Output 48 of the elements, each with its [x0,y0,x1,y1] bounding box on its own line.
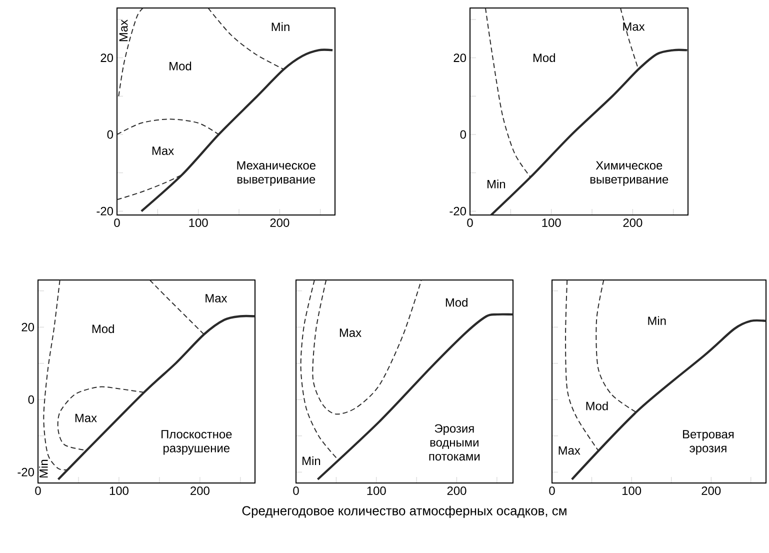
x-tick-label: 100 [367,486,386,495]
x-tick-label: 200 [702,486,721,495]
y-tick-label: 0 [28,395,34,404]
x-tick-label: 0 [114,218,120,227]
x-tick-label: 200 [447,486,466,495]
y-tick-label: 0 [107,130,114,139]
annotation: Min [648,316,666,325]
x-tick-label: 200 [190,486,210,495]
annotation: Min [272,22,290,31]
annotation: Max [558,446,580,455]
annotation: Химическое выветривание [590,161,668,186]
annotation: Mod [170,62,192,70]
annotation: Min [488,180,506,188]
annotation: Плоскостное разрушение [162,430,232,455]
x-tick-label: 100 [542,218,561,227]
x-tick-label: 200 [623,218,642,227]
annotation: Mod [92,324,114,334]
x-tick-label: 100 [622,486,642,495]
annotation: Max [119,20,128,42]
x-tick-label: 100 [189,218,208,227]
annotation: Max [75,414,97,422]
annotation: Max [340,328,362,337]
x-tick-label: 0 [35,486,41,495]
x-tick-label: 0 [549,486,555,495]
x-tick-label: 200 [270,218,290,227]
y-tick-label: -20 [450,206,466,216]
x-tick-label: 0 [293,486,299,495]
annotation: Mod [446,298,468,307]
annotation: Механическое выветривание [237,161,316,186]
annotation: Max [623,22,645,31]
annotation: Max [152,146,174,155]
annotation: Min [302,456,320,465]
x-tick-label: 0 [467,218,473,227]
line-series [118,8,144,97]
x-axis-title: Среднегодовое количество атмосферных осадков, см [242,506,566,518]
y-tick-label: 20 [100,54,114,62]
x-tick-label: 100 [110,486,128,495]
annotation: Mod [533,53,555,62]
y-tick-label: 0 [460,130,466,139]
y-tick-label: -20 [18,468,34,476]
annotation: Min [39,460,48,478]
y-tick-label: 20 [454,54,466,62]
y-tick-label: 20 [22,322,34,332]
annotation: Mod [586,401,608,410]
annotation: Ветровая эрозия [683,430,734,455]
annotation: Max [206,294,228,302]
annotation: Эрозия водными потоками [429,424,480,461]
y-tick-label: -20 [96,206,114,216]
